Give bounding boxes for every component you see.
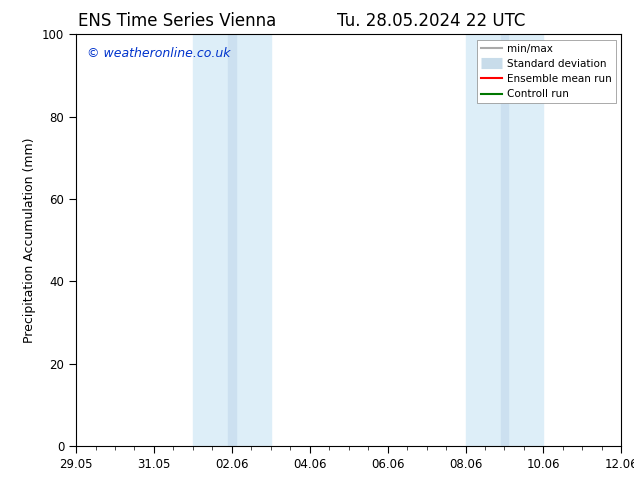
Bar [501, 34, 508, 446]
Text: Tu. 28.05.2024 22 UTC: Tu. 28.05.2024 22 UTC [337, 12, 526, 30]
Y-axis label: Precipitation Accumulation (mm): Precipitation Accumulation (mm) [23, 137, 37, 343]
Text: ENS Time Series Vienna: ENS Time Series Vienna [79, 12, 276, 30]
Bar [193, 34, 271, 446]
Legend: min/max, Standard deviation, Ensemble mean run, Controll run: min/max, Standard deviation, Ensemble me… [477, 40, 616, 103]
Text: © weatheronline.co.uk: © weatheronline.co.uk [87, 47, 231, 60]
Bar [228, 34, 236, 446]
Bar [465, 34, 543, 446]
